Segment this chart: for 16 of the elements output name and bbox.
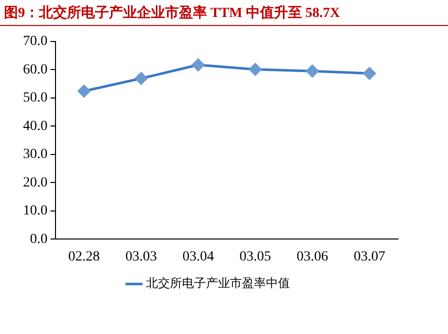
y-tick-label: 40.0 (23, 118, 48, 134)
x-tick-label: 03.03 (125, 249, 157, 264)
y-tick-label: 0.0 (30, 232, 48, 247)
y-tick-label: 50.0 (23, 90, 48, 106)
chart-title: 图9：北交所电子产业企业市盈率 TTM 中值升至 58.7X (4, 4, 340, 22)
y-tick-label: 70.0 (23, 34, 48, 50)
y-tick-label: 10.0 (23, 204, 48, 219)
y-tick-label: 20.0 (23, 175, 48, 190)
x-tick-label: 03.05 (240, 249, 272, 264)
x-tick-label: 03.07 (354, 249, 386, 264)
y-tick-label: 60.0 (23, 62, 48, 78)
legend-label: 北交所电子产业市盈率中值 (146, 276, 290, 290)
x-tick-label: 02.28 (68, 249, 100, 264)
y-tick-label: 30.0 (23, 147, 48, 162)
x-tick-label: 03.04 (182, 249, 214, 264)
x-tick-label: 03.06 (296, 249, 328, 264)
